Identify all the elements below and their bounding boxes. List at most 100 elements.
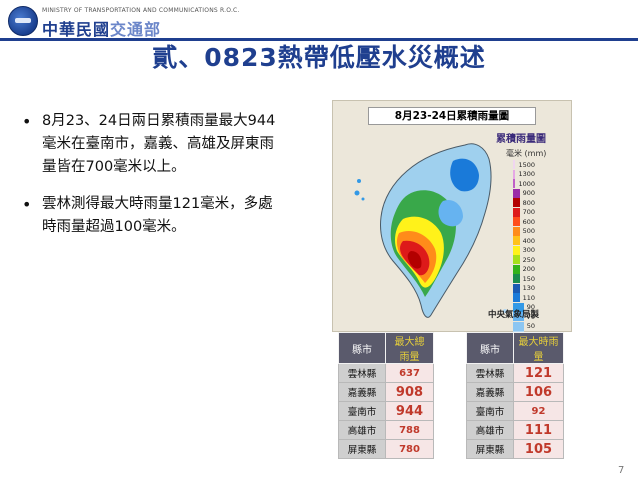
legend-item: 110 — [513, 293, 535, 303]
column-header-county: 縣市 — [338, 332, 386, 364]
legend-swatch — [513, 207, 520, 217]
legend-item: 150 — [513, 274, 535, 284]
table-row: 臺南市 944 — [338, 401, 434, 421]
legend-value: 400 — [522, 236, 535, 245]
legend-item: 400 — [513, 236, 535, 246]
legend-item: 1500 — [513, 160, 535, 170]
legend-item: 600 — [513, 217, 535, 227]
taiwan-rainfall-map-image — [333, 101, 571, 331]
bullet-text: 雲林測得最大時雨量121毫米，多處時雨量超過100毫米。 — [42, 196, 273, 235]
county-cell: 高雄市 — [466, 420, 514, 440]
bullet-text: 8月23、24日兩日累積雨量最大944毫米在臺南市，嘉義、高雄及屏東雨量皆在70… — [42, 113, 276, 175]
legend-item: 130 — [513, 283, 535, 294]
table-row: 嘉義縣 908 — [338, 382, 434, 402]
legend-value: 700 — [522, 208, 535, 217]
legend-unit: 毫米 (mm) — [506, 149, 547, 158]
max-total-rainfall-table: 縣市 最大總雨量 雲林縣 637 嘉義縣 908 臺南市 944 高雄市 788… — [338, 332, 434, 459]
rainfall-value-cell: 908 — [385, 382, 434, 402]
legend-item: 300 — [513, 245, 535, 256]
legend-item: 1000 — [513, 179, 535, 189]
legend-value: 600 — [522, 217, 535, 226]
county-cell: 嘉義縣 — [338, 382, 386, 402]
legend-swatch — [513, 302, 524, 312]
legend-value: 500 — [522, 227, 535, 236]
rainfall-map — [332, 100, 572, 332]
county-cell: 屏東縣 — [338, 439, 386, 459]
table-row: 高雄市 788 — [338, 420, 434, 440]
table-row: 屏東縣 780 — [338, 439, 434, 459]
legend-swatch — [513, 312, 524, 322]
header-divider — [0, 38, 638, 41]
county-cell: 嘉義縣 — [466, 382, 514, 402]
table-row: 雲林縣 637 — [338, 363, 434, 383]
column-header-county: 縣市 — [466, 332, 514, 364]
legend-value: 1000 — [518, 179, 535, 188]
legend-item: 900 — [513, 188, 535, 199]
legend-value: 110 — [522, 293, 535, 302]
table-row: 屏東縣 105 — [466, 439, 564, 459]
county-cell: 雲林縣 — [466, 363, 514, 383]
legend-swatch — [513, 255, 520, 265]
bullet-dot-icon: • — [22, 195, 32, 214]
rainfall-value-cell: 121 — [513, 363, 564, 383]
org-name-chinese: 中華民國交通部 — [42, 16, 161, 40]
map-source-label: 中央氣象局製 — [488, 310, 540, 320]
slide-title: 貳、0823熱帶低壓水災概述 — [152, 43, 486, 72]
legend-swatch — [513, 236, 520, 246]
org-name-sub: 交通部 — [110, 20, 162, 39]
legend-value: 900 — [522, 189, 535, 198]
rainfall-value-cell: 788 — [385, 420, 434, 440]
legend-swatch — [513, 179, 516, 189]
legend-swatch — [513, 283, 520, 293]
legend-item: 500 — [513, 226, 535, 237]
org-name-english: MINISTRY OF TRANSPORTATION AND COMMUNICA… — [42, 7, 240, 14]
max-hourly-rainfall-table: 縣市 最大時雨量 雲林縣 121 嘉義縣 106 臺南市 92 高雄市 111 … — [466, 332, 564, 459]
legend-item: 250 — [513, 255, 535, 265]
rainfall-value-cell: 105 — [513, 439, 564, 459]
legend-value: 130 — [522, 284, 535, 293]
map-title: 8月23-24日累積雨量圖 — [368, 107, 536, 125]
legend-swatch — [513, 293, 520, 303]
rainfall-value-cell: 637 — [385, 363, 434, 383]
legend-swatch — [513, 264, 520, 274]
county-cell: 臺南市 — [466, 401, 514, 421]
legend-item: 1300 — [513, 169, 535, 180]
legend-item: 70 — [513, 312, 535, 322]
legend-swatch — [513, 188, 520, 198]
table-header-row: 縣市 最大時雨量 — [466, 332, 564, 364]
legend-item: 200 — [513, 264, 535, 275]
legend-swatch — [513, 198, 520, 208]
legend-value: 300 — [522, 246, 535, 255]
table-row: 嘉義縣 106 — [466, 382, 564, 402]
page-number: 7 — [618, 465, 625, 476]
legend-value: 70 — [526, 312, 535, 321]
rainfall-value-cell: 92 — [513, 401, 564, 421]
legend-value: 1500 — [518, 160, 535, 169]
legend-value: 50 — [526, 322, 535, 331]
county-cell: 屏東縣 — [466, 439, 514, 459]
rainfall-value-cell: 780 — [385, 439, 434, 459]
bullet-dot-icon: • — [22, 112, 32, 131]
table-row: 雲林縣 121 — [466, 363, 564, 383]
legend-swatch — [513, 169, 516, 179]
legend-swatch — [513, 321, 524, 331]
county-cell: 臺南市 — [338, 401, 386, 421]
header: MINISTRY OF TRANSPORTATION AND COMMUNICA… — [0, 0, 638, 40]
bullet-list: • 8月23、24日兩日累積雨量最大944毫米在臺南市，嘉義、高雄及屏東雨量皆在… — [22, 110, 284, 253]
legend-item: 800 — [513, 198, 535, 208]
legend-value: 1300 — [518, 170, 535, 179]
bullet-item: • 雲林測得最大時雨量121毫米，多處時雨量超過100毫米。 — [22, 193, 284, 239]
table-row: 高雄市 111 — [466, 420, 564, 440]
ministry-logo-icon — [8, 6, 38, 36]
legend-value: 90 — [526, 303, 535, 312]
legend-swatch — [513, 226, 520, 236]
legend-swatch — [513, 217, 520, 227]
county-cell: 高雄市 — [338, 420, 386, 440]
county-cell: 雲林縣 — [338, 363, 386, 383]
legend-swatch — [513, 245, 520, 255]
column-header-value: 最大時雨量 — [513, 332, 564, 364]
table-header-row: 縣市 最大總雨量 — [338, 332, 434, 364]
table-row: 臺南市 92 — [466, 401, 564, 421]
legend-title: 累積雨量圖 — [496, 134, 546, 145]
bullet-item: • 8月23、24日兩日累積雨量最大944毫米在臺南市，嘉義、高雄及屏東雨量皆在… — [22, 110, 284, 179]
